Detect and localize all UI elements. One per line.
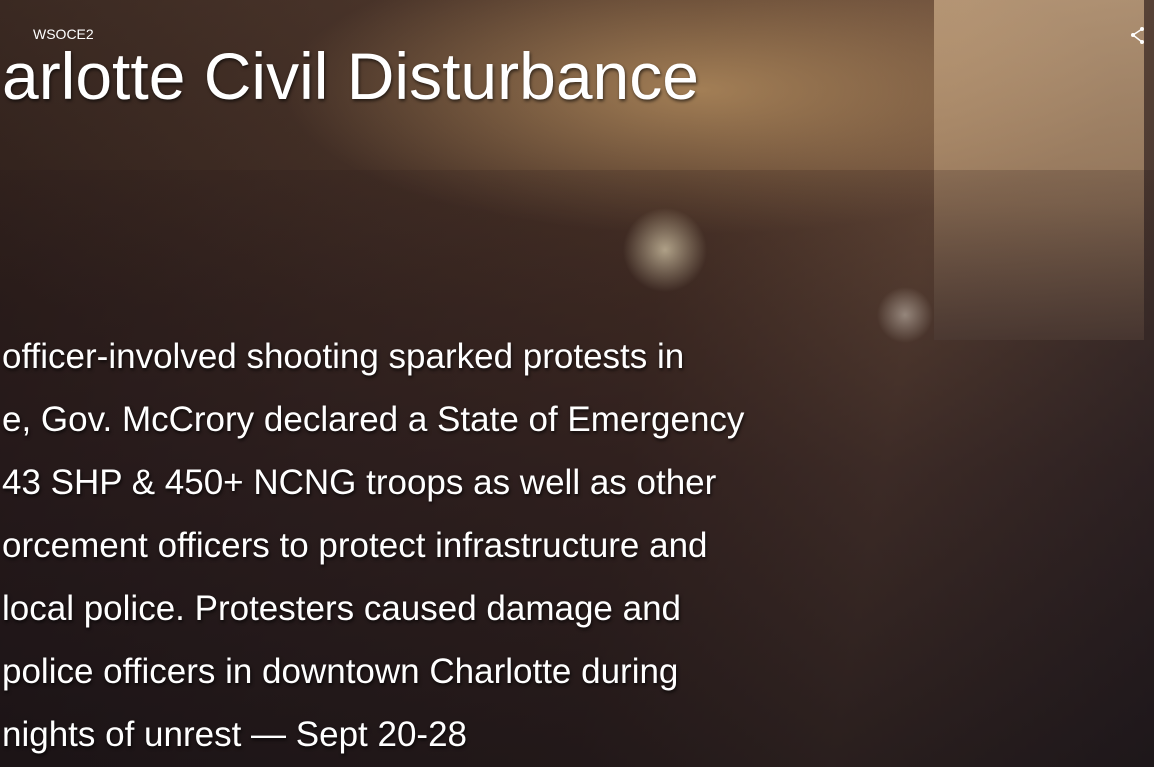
body-line: nights of unrest — Sept 20-28 (2, 715, 467, 755)
body-line: 43 SHP & 450+ NCNG troops as well as oth… (2, 463, 716, 503)
body-line: officer-involved shooting sparked protes… (2, 337, 684, 377)
slide: WSOCE2 arlotte Civil Disturbance officer… (0, 0, 1154, 767)
body-line: e, Gov. McCrory declared a State of Emer… (2, 400, 744, 440)
title: arlotte Civil Disturbance (2, 38, 699, 114)
body-line: police officers in downtown Charlotte du… (2, 652, 678, 692)
share-button[interactable] (1130, 26, 1146, 46)
page: WSOCE2 arlotte Civil Disturbance officer… (0, 0, 1154, 767)
body-line: local police. Protesters caused damage a… (2, 589, 681, 629)
body-line: orcement officers to protect infrastruct… (2, 526, 708, 566)
